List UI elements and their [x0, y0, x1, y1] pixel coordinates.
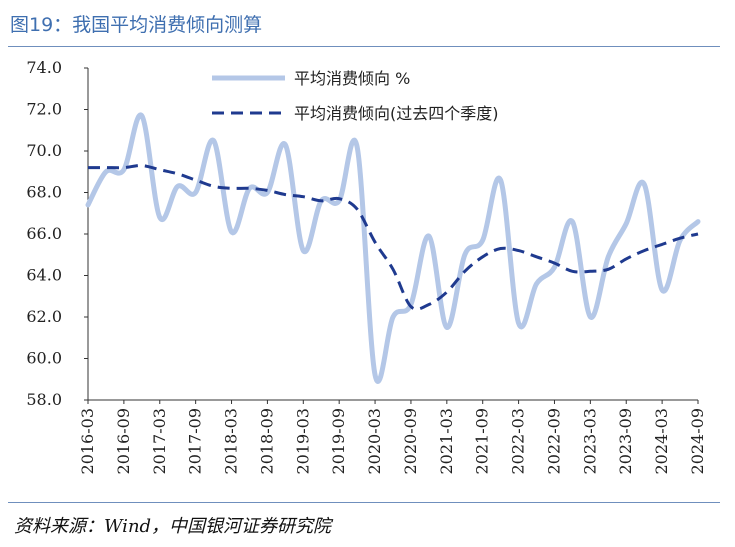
chart-legend: 平均消费倾向 % 平均消费倾向(过去四个季度) — [212, 69, 499, 123]
y-tick-label: 70.0 — [26, 141, 62, 160]
x-tick-label: 2022-03 — [509, 408, 528, 474]
y-tick-label: 64.0 — [26, 266, 62, 285]
x-tick-label: 2021-09 — [473, 408, 492, 474]
x-tick-label: 2018-03 — [222, 408, 241, 474]
x-tick-label: 2024-09 — [688, 408, 707, 474]
source-note: 资料来源：Wind，中国银河证券研究院 — [14, 516, 332, 537]
x-tick-label: 2017-09 — [186, 408, 205, 474]
y-tick-label: 58.0 — [26, 390, 62, 409]
x-tick-label: 2016-03 — [78, 408, 97, 474]
x-tick-label: 2023-09 — [616, 408, 635, 474]
x-tick-label: 2018-09 — [257, 408, 276, 474]
y-tick-labels: 58.0 60.0 62.0 64.0 66.0 68.0 70.0 72.0 74.0 — [26, 58, 88, 409]
x-tick-label: 2017-03 — [150, 408, 169, 474]
legend-label-consumption-propensity: 平均消费倾向 % — [294, 69, 410, 88]
y-tick-label: 74.0 — [26, 58, 62, 77]
y-tick-label: 60.0 — [26, 349, 62, 368]
x-tick-label: 2021-03 — [437, 408, 456, 474]
series-lines — [85, 112, 701, 384]
series-line-consumption-propensity — [85, 112, 701, 384]
legend-label-four-quarter-average: 平均消费倾向(过去四个季度) — [294, 104, 499, 123]
source-divider — [8, 502, 720, 503]
x-tick-label: 2023-03 — [580, 408, 599, 474]
title-divider — [8, 46, 720, 47]
x-tick-label: 2019-03 — [293, 408, 312, 474]
y-tick-label: 62.0 — [26, 307, 62, 326]
x-tick-labels: 2016-03 2016-09 2017-03 2017-09 2018-03 2018-… — [78, 400, 707, 474]
figure-title: 图19：我国平均消费倾向测算 — [10, 14, 263, 36]
x-tick-label: 2019-09 — [329, 408, 348, 474]
series-line-four-quarter-average — [88, 163, 699, 311]
x-tick-label: 2020-09 — [401, 408, 420, 474]
x-tick-label: 2022-09 — [544, 408, 563, 474]
x-tick-label: 2020-03 — [365, 408, 384, 474]
y-tick-label: 66.0 — [26, 224, 62, 243]
x-tick-label: 2024-03 — [652, 408, 671, 474]
y-tick-label: 68.0 — [26, 183, 62, 202]
x-tick-label: 2016-09 — [114, 408, 133, 474]
y-tick-label: 72.0 — [26, 100, 62, 119]
